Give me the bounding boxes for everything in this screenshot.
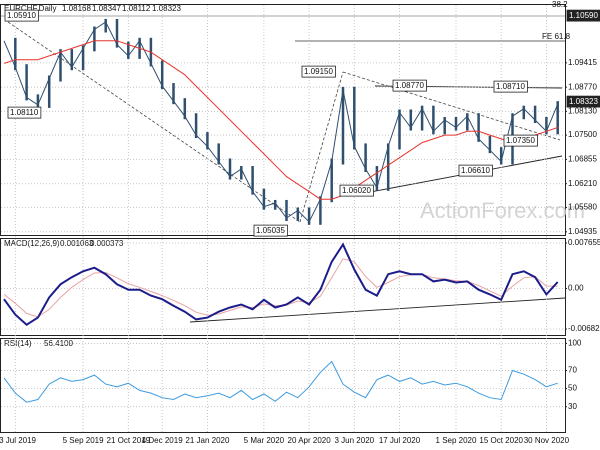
y-tick-label: 30 <box>568 402 577 411</box>
trend-line <box>7 21 301 223</box>
y-tick-label: 1.08770 <box>568 82 597 91</box>
watermark: ActionForex.com <box>420 198 585 223</box>
y-tick-label: 1.04935 <box>568 227 597 236</box>
trend-line <box>342 71 561 141</box>
y-tick-label: 70 <box>568 366 577 375</box>
annotation-box <box>4 9 39 22</box>
y-tick-label: 1.07500 <box>568 130 597 139</box>
x-tick-label: 3 Jun 2020 <box>335 436 375 445</box>
annotation: 1.09150 <box>304 67 333 76</box>
annotation: 1.08710 <box>496 82 525 91</box>
rsi-title: RSI(14) <box>4 339 32 348</box>
y-tick-label: 1.08130 <box>568 106 597 115</box>
y-tick-label: 1.06855 <box>568 155 597 164</box>
annotation: 1.06610 <box>461 166 490 175</box>
rsi-panel <box>0 338 566 433</box>
price-line <box>3 21 559 223</box>
annotation: 1.08110 <box>10 108 39 117</box>
header-value: 0.001063 <box>60 239 94 248</box>
moving-average <box>3 40 558 200</box>
macd-panel <box>0 238 566 336</box>
rsi-line <box>3 360 558 403</box>
annotation-box <box>253 224 288 237</box>
x-tick-label: 5 Mar 2020 <box>244 436 285 445</box>
x-tick-label: 5 Sep 2019 <box>63 436 104 445</box>
y-tick-label: 1.06210 <box>568 179 597 188</box>
chart-title: EURCHF,Daily <box>4 4 56 13</box>
y-tick-label: 1.09415 <box>568 58 597 67</box>
trend-line <box>299 71 344 223</box>
annotation: 1.05035 <box>256 226 285 235</box>
x-tick-label: 17 Jul 2020 <box>379 436 421 445</box>
header-value: 1.08323 <box>152 4 181 13</box>
y-tick-label: 100 <box>568 339 582 348</box>
annotation-box <box>7 106 42 119</box>
y-tick-label: 0.007655 <box>568 238 600 247</box>
annotation: 1.10590 <box>569 11 598 20</box>
annotation-box <box>566 9 600 22</box>
x-tick-label: 20 Apr 2020 <box>288 436 332 445</box>
x-tick-label: 4 Dec 2019 <box>142 436 183 445</box>
header-value: 1.08168 <box>62 4 91 13</box>
header-value: 0.000373 <box>90 239 124 248</box>
annotation: 1.07350 <box>506 136 535 145</box>
annotation-box <box>566 95 600 108</box>
x-tick-label: 1 Sep 2020 <box>436 436 477 445</box>
x-tick-label: 15 Oct 2020 <box>479 436 523 445</box>
trend-line <box>189 297 566 323</box>
y-tick-label: 1.05580 <box>568 203 597 212</box>
annotation: 1.06020 <box>342 186 371 195</box>
annotation-box <box>493 80 528 93</box>
x-tick-label: 23 Jul 2019 <box>0 436 37 445</box>
annotation-box <box>339 184 374 197</box>
annotation: FE 61.8 <box>542 32 571 41</box>
x-tick-label: 30 Nov 2020 <box>524 436 570 445</box>
annotation-box <box>392 79 427 92</box>
annotation: 1.08323 <box>569 97 598 106</box>
annotation-box <box>503 134 538 147</box>
y-tick-label: 50 <box>568 384 577 393</box>
header-value: 1.08112 <box>122 4 151 13</box>
annotation-box <box>458 164 493 177</box>
annotation: 1.08770 <box>395 81 424 90</box>
annotation: 1.05910 <box>7 11 36 20</box>
annotation: 38.2 <box>552 0 568 9</box>
y-tick-label: -0.006822 <box>568 324 600 333</box>
y-tick-label: 0.00 <box>568 284 584 293</box>
macd-title: MACD(12,26,9) <box>4 239 60 248</box>
annotation-box <box>301 65 336 78</box>
macd-line <box>3 242 559 326</box>
x-tick-label: 21 Oct 2019 <box>107 436 151 445</box>
x-tick-label: 21 Jan 2020 <box>185 436 230 445</box>
header-value: 1.08347 <box>92 4 121 13</box>
